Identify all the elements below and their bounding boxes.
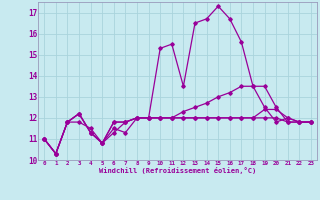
X-axis label: Windchill (Refroidissement éolien,°C): Windchill (Refroidissement éolien,°C) — [99, 167, 256, 174]
